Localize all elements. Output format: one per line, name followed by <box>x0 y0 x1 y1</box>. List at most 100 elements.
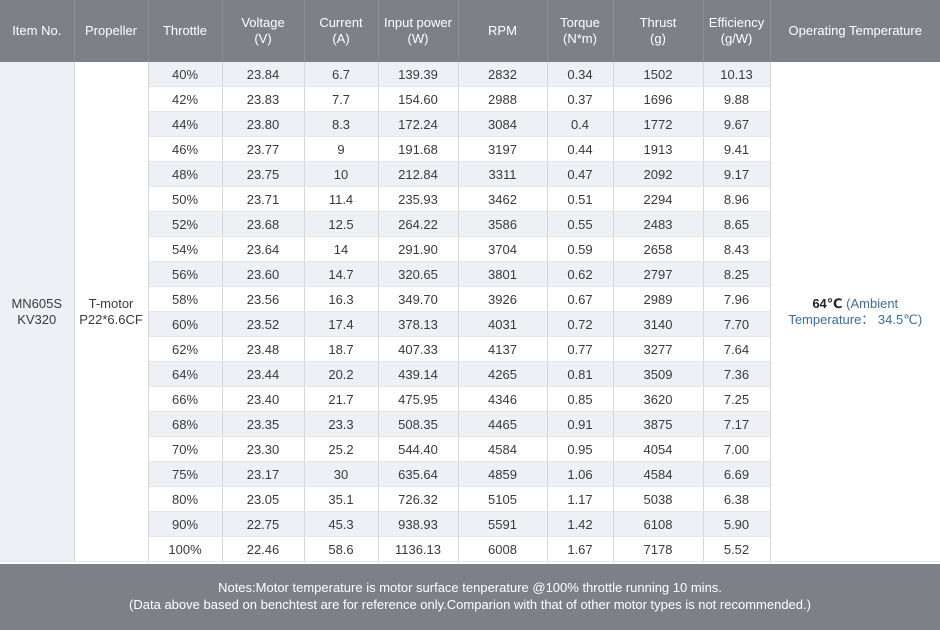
rpm-cell: 3586 <box>457 211 547 237</box>
column-header-label: Thrust <box>639 15 677 30</box>
input-power-cell: 139.39 <box>377 62 458 87</box>
table-body: MN605S KV320 T-motor P22*6.6CF 40% 23.84 6.7 13… <box>0 62 940 562</box>
table-row: 60% 23.52 17.4 378.13 4031 0.72 3140 7.70 <box>0 311 940 337</box>
thrust-cell: 3277 <box>612 336 703 362</box>
input-power-cell: 349.70 <box>377 286 458 312</box>
throttle-cell: 80% <box>147 486 222 512</box>
thrust-cell: 2797 <box>612 261 703 287</box>
voltage-cell: 23.30 <box>221 436 304 462</box>
voltage-cell: 23.60 <box>221 261 304 287</box>
current-cell: 35.1 <box>303 486 378 512</box>
table-row: 58% 23.56 16.3 349.70 3926 0.67 2989 7.96 <box>0 286 940 312</box>
voltage-cell: 23.56 <box>221 286 304 312</box>
column-header-torque: Torque (N*m) <box>546 0 613 62</box>
throttle-cell: 46% <box>147 136 222 162</box>
rpm-cell: 6008 <box>457 536 547 562</box>
input-power-cell: 726.32 <box>377 486 458 512</box>
thrust-cell: 1913 <box>612 136 703 162</box>
table-row: 42% 23.83 7.7 154.60 2988 0.37 1696 9.88 <box>0 86 940 112</box>
voltage-cell: 23.44 <box>221 361 304 387</box>
propeller-cell: T-motor P22*6.6CF <box>73 62 148 562</box>
header-row: Item No. Propeller Throttle Voltage (V) Curre… <box>0 0 940 62</box>
performance-table: Item No. Propeller Throttle Voltage (V) Curre… <box>0 0 940 562</box>
current-cell: 17.4 <box>303 311 378 337</box>
voltage-cell: 23.77 <box>221 136 304 162</box>
column-header-voltage: Voltage (V) <box>221 0 304 62</box>
column-header-label: Item No. <box>12 23 62 38</box>
rpm-cell: 3311 <box>457 161 547 187</box>
torque-cell: 1.67 <box>546 536 613 562</box>
table-row: 46% 23.77 9 191.68 3197 0.44 1913 9.41 <box>0 136 940 162</box>
column-header-label: Input power <box>384 15 452 30</box>
notes-footer: Notes:Motor temperature is motor surface… <box>0 564 940 630</box>
rpm-cell: 4859 <box>457 461 547 487</box>
current-cell: 58.6 <box>303 536 378 562</box>
efficiency-cell: 7.17 <box>702 411 770 437</box>
column-header-unit: (A) <box>332 31 350 46</box>
throttle-cell: 48% <box>147 161 222 187</box>
column-header-unit: (N*m) <box>563 31 597 46</box>
column-header-unit: (V) <box>254 31 272 46</box>
voltage-cell: 23.80 <box>221 111 304 137</box>
efficiency-cell: 8.96 <box>702 186 770 212</box>
item-kv: KV320 <box>17 311 57 327</box>
column-header-throttle: Throttle <box>147 0 222 62</box>
input-power-cell: 378.13 <box>377 311 458 337</box>
column-header-input-power: Input power (W) <box>377 0 458 62</box>
column-header-unit: (g/W) <box>720 31 753 46</box>
thrust-cell: 2294 <box>612 186 703 212</box>
rpm-cell: 4465 <box>457 411 547 437</box>
throttle-cell: 42% <box>147 86 222 112</box>
efficiency-cell: 10.13 <box>702 62 770 87</box>
torque-cell: 0.34 <box>546 62 613 87</box>
table-row: 52% 23.68 12.5 264.22 3586 0.55 2483 8.65 <box>0 211 940 237</box>
table-row: 66% 23.40 21.7 475.95 4346 0.85 3620 7.25 <box>0 386 940 412</box>
table-header: Item No. Propeller Throttle Voltage (V) Curre… <box>0 0 940 62</box>
voltage-cell: 23.40 <box>221 386 304 412</box>
input-power-cell: 407.33 <box>377 336 458 362</box>
voltage-cell: 23.17 <box>221 461 304 487</box>
current-cell: 45.3 <box>303 511 378 537</box>
current-cell: 8.3 <box>303 111 378 137</box>
current-cell: 16.3 <box>303 286 378 312</box>
notes-line-2: (Data above based on benchtest are for r… <box>129 597 811 612</box>
throttle-cell: 40% <box>147 62 222 87</box>
torque-cell: 0.77 <box>546 336 613 362</box>
efficiency-cell: 7.00 <box>702 436 770 462</box>
column-header-rpm: RPM <box>457 0 547 62</box>
item-model: MN605S <box>11 295 63 311</box>
table-row: 70% 23.30 25.2 544.40 4584 0.95 4054 7.00 <box>0 436 940 462</box>
input-power-cell: 191.68 <box>377 136 458 162</box>
voltage-cell: 23.64 <box>221 236 304 262</box>
rpm-cell: 5105 <box>457 486 547 512</box>
throttle-cell: 62% <box>147 336 222 362</box>
voltage-cell: 22.46 <box>221 536 304 562</box>
rpm-cell: 4346 <box>457 386 547 412</box>
torque-cell: 0.91 <box>546 411 613 437</box>
voltage-cell: 23.71 <box>221 186 304 212</box>
table-row: MN605S KV320 T-motor P22*6.6CF 40% 23.84 6.7 13… <box>0 62 940 562</box>
torque-cell: 0.37 <box>546 86 613 112</box>
thrust-cell: 2483 <box>612 211 703 237</box>
current-cell: 18.7 <box>303 336 378 362</box>
rpm-cell: 3801 <box>457 261 547 287</box>
thrust-cell: 3140 <box>612 311 703 337</box>
table-row: 75% 23.17 30 635.64 4859 1.06 4584 6.69 <box>0 461 940 487</box>
torque-cell: 0.85 <box>546 386 613 412</box>
rpm-cell: 3084 <box>457 111 547 137</box>
thrust-cell: 5038 <box>612 486 703 512</box>
voltage-cell: 23.35 <box>221 411 304 437</box>
current-cell: 9 <box>303 136 378 162</box>
input-power-cell: 154.60 <box>377 86 458 112</box>
thrust-cell: 6108 <box>612 511 703 537</box>
torque-cell: 1.42 <box>546 511 613 537</box>
torque-cell: 0.62 <box>546 261 613 287</box>
rpm-cell: 4584 <box>457 436 547 462</box>
table-row: 68% 23.35 23.3 508.35 4465 0.91 3875 7.17 <box>0 411 940 437</box>
rpm-cell: 3704 <box>457 236 547 262</box>
current-cell: 20.2 <box>303 361 378 387</box>
efficiency-cell: 5.52 <box>702 536 770 562</box>
input-power-cell: 235.93 <box>377 186 458 212</box>
throttle-cell: 90% <box>147 511 222 537</box>
